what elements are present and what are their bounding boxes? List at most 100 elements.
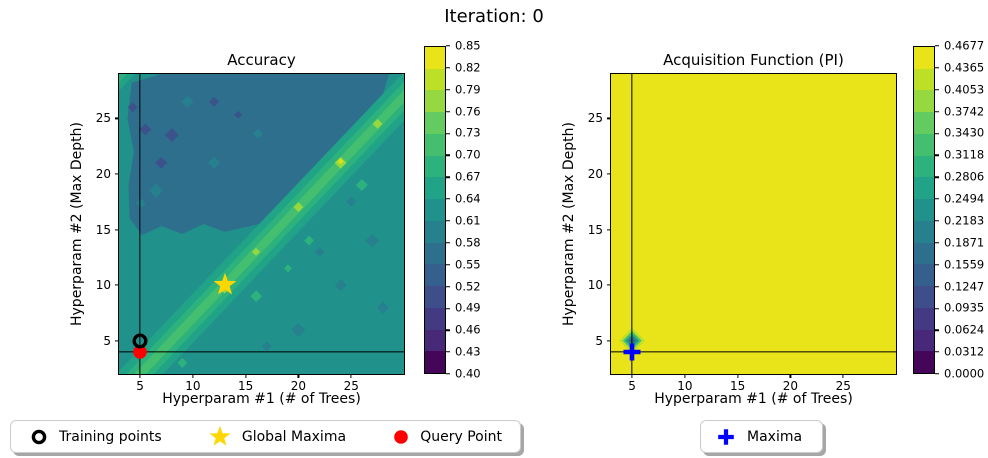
legend-label-global-maxima: Global Maxima — [241, 428, 347, 445]
legend-label-training-points: Training points — [59, 428, 162, 445]
y-tick-mark — [115, 117, 119, 120]
colorbar-segment — [425, 242, 445, 265]
accuracy-crosshair-horizontal-line — [119, 351, 404, 353]
accuracy-colorbar — [424, 46, 446, 374]
x-tick-mark — [297, 374, 300, 378]
circle-icon — [394, 429, 409, 444]
colorbar-tick-label: 0.3118 — [935, 149, 984, 162]
colorbar-tick-value: 0.40 — [455, 366, 481, 381]
colorbar-segment — [425, 351, 445, 374]
x-tick-mark — [789, 374, 792, 378]
colorbar-tick-value: 0.76 — [455, 103, 481, 118]
colorbar-tick-value: 0.49 — [455, 300, 481, 315]
colorbar-tick-mark — [446, 351, 450, 353]
colorbar-tick-value: 0.2806 — [944, 169, 985, 184]
legend-label-query-point: Query Point — [420, 428, 502, 445]
colorbar-segment — [425, 220, 445, 243]
colorbar-tick-label: 0.0935 — [935, 302, 984, 315]
colorbar-tick-value: 0.67 — [455, 169, 481, 184]
x-tick-mark — [350, 374, 352, 378]
colorbar-tick-label: 0.3430 — [935, 125, 985, 140]
legend-item-global-maxima: Global Maxima — [208, 425, 346, 449]
accuracy-legend: Training points Global Maxima Query Poin… — [10, 420, 521, 453]
colorbar-tick-mark — [935, 132, 939, 135]
global-maxima-star-marker — [213, 272, 236, 295]
colorbar-tick-mark — [935, 67, 939, 69]
x-tick-mark — [631, 374, 633, 378]
x-tick-label: 25 — [343, 379, 359, 393]
colorbar-tick-label: 0.2806 — [935, 171, 984, 183]
colorbar-tick-mark — [446, 220, 450, 222]
accuracy-colorbar-labels: 0.85 0.82 0.79 0.76 0.73 0.70 0.67 0.64 0.61 0.58… — [446, 40, 506, 379]
colorbar-tick-mark — [935, 307, 939, 309]
y-tick-mark — [115, 228, 119, 231]
colorbar-tick-mark — [446, 132, 450, 135]
acquisition-plot-area: 5 10 15 20 25 5 10 15 20 25 — [588, 73, 897, 392]
colorbar-tick-value: 0.85 — [455, 38, 481, 53]
colorbar-tick-mark — [446, 89, 450, 91]
colorbar-segment — [425, 177, 445, 200]
colorbar-tick-mark — [446, 329, 450, 331]
colorbar-tick-value: 0.0000 — [944, 366, 985, 381]
colorbar-segment — [425, 112, 445, 134]
colorbar-tick-value: 0.43 — [455, 344, 481, 359]
colorbar-tick-mark — [446, 307, 450, 309]
colorbar-tick-mark — [935, 373, 939, 375]
x-tick-label: 10 — [185, 379, 201, 393]
colorbar-segment — [425, 329, 445, 352]
colorbar-tick-mark — [935, 220, 939, 222]
colorbar-segment — [914, 199, 934, 221]
colorbar-segment — [914, 307, 934, 330]
colorbar-tick-mark — [935, 198, 939, 200]
colorbar-tick-value: 0.82 — [455, 60, 481, 75]
colorbar-tick-label: 0.82 — [446, 62, 481, 74]
colorbar-tick-value: 0.73 — [455, 125, 481, 140]
colorbar-tick-label: 0.0000 — [935, 368, 984, 380]
colorbar-segment — [914, 329, 934, 352]
colorbar-tick-value: 0.1559 — [944, 256, 985, 271]
y-tick-label: 15 — [95, 222, 111, 237]
colorbar-tick-mark — [446, 176, 450, 178]
colorbar-tick-label: 0.58 — [446, 237, 481, 249]
x-tick-mark — [192, 374, 194, 378]
acquisition-crosshair-horizontal-line — [611, 351, 896, 353]
y-tick-label: 25 — [95, 111, 111, 126]
training-point-marker — [132, 333, 148, 349]
colorbar-segment — [914, 47, 934, 69]
colorbar-tick-mark — [446, 67, 450, 69]
colorbar-segment — [425, 286, 445, 308]
colorbar-segment — [914, 220, 934, 243]
colorbar-segment — [425, 307, 445, 330]
colorbar-segment — [914, 155, 934, 178]
colorbar-tick-mark — [446, 198, 450, 200]
colorbar-tick-value: 0.1247 — [944, 278, 985, 293]
acquisition-crosshair-vertical-line — [631, 74, 633, 374]
colorbar-tick-mark — [935, 264, 939, 266]
accuracy-y-axis-label: Hyperparam #2 (Max Depth) — [69, 121, 85, 327]
colorbar-segment — [914, 112, 934, 134]
colorbar-tick-mark — [935, 154, 939, 156]
colorbar-tick-mark — [935, 242, 939, 244]
x-tick-mark — [245, 374, 247, 378]
colorbar-tick-label: 0.3742 — [935, 105, 984, 118]
colorbar-tick-label: 0.4365 — [935, 62, 984, 74]
x-tick-label: 5 — [136, 379, 144, 393]
y-tick-mark — [115, 284, 119, 286]
colorbar-tick-label: 0.4053 — [935, 83, 984, 96]
acquisition-x-axis-label: Hyperparam #1 (# of Trees) — [654, 391, 853, 407]
colorbar-tick-value: 0.61 — [455, 213, 481, 228]
colorbar-tick-mark — [446, 242, 450, 244]
colorbar-tick-label: 0.1247 — [935, 278, 985, 293]
x-tick-mark — [737, 374, 739, 378]
colorbar-tick-label: 0.46 — [446, 324, 481, 337]
accuracy-x-axis-label: Hyperparam #1 (# of Trees) — [162, 391, 361, 407]
y-tick-mark — [115, 173, 119, 175]
y-tick-label: 15 — [587, 222, 603, 237]
x-tick-label: 25 — [835, 379, 851, 393]
y-tick-mark — [607, 228, 611, 231]
colorbar-tick-mark — [446, 154, 450, 156]
colorbar-segment — [914, 177, 934, 200]
acquisition-contour-image — [611, 74, 896, 374]
y-tick-label: 20 — [95, 166, 111, 181]
colorbar-tick-value: 0.3430 — [944, 125, 985, 140]
